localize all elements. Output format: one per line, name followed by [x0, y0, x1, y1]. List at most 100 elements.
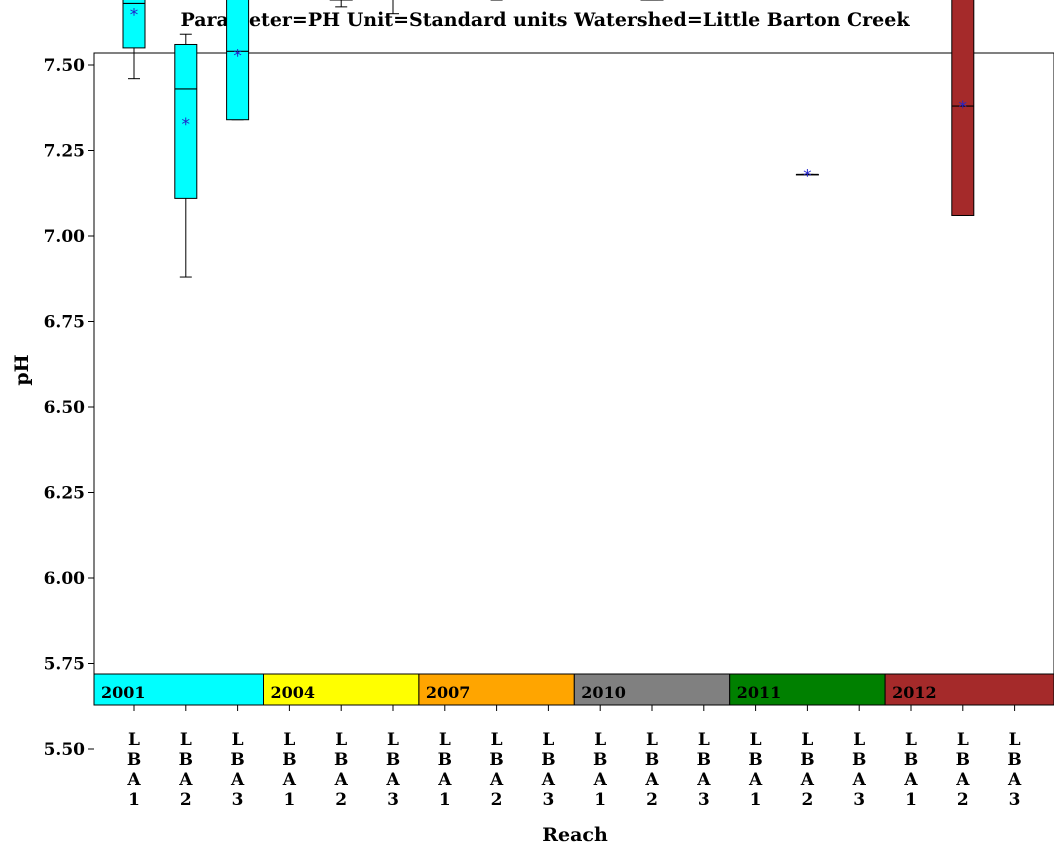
x-category-letter: L — [439, 730, 451, 750]
x-category-letter: B — [386, 750, 400, 770]
y-tick-label: 6.25 — [44, 484, 85, 504]
year-bands: 2001 2004 2007 2010 2011 2012 — [93, 673, 1054, 706]
x-category-letter: L — [594, 730, 606, 750]
x-category-letter: L — [491, 730, 503, 750]
y-axis: 5.505.756.006.256.506.757.007.257.507.75… — [44, 56, 94, 760]
x-category-letter: A — [178, 770, 193, 790]
x-category-letter: 2 — [801, 790, 813, 810]
mean-marker: * — [959, 98, 968, 118]
x-category-letter: 2 — [491, 790, 503, 810]
x-category-letter: L — [1009, 730, 1021, 750]
x-category-letter: A — [696, 770, 711, 790]
x-category-letter: 3 — [542, 790, 554, 810]
x-category-letter: 1 — [439, 790, 451, 810]
x-category-letter: 3 — [1009, 790, 1021, 810]
year-band-2010 — [573, 673, 731, 706]
x-category-letter: B — [230, 750, 244, 770]
x-category-letter: L — [750, 730, 762, 750]
box-2001-lba3: * — [226, 0, 250, 121]
x-category-letter: B — [334, 750, 348, 770]
year-band-label: 2010 — [581, 683, 626, 702]
plot-frame — [93, 52, 1054, 706]
x-category-letter: A — [541, 770, 556, 790]
x-category-letter: A — [800, 770, 815, 790]
x-category-letter: B — [852, 750, 866, 770]
x-category-letter: L — [283, 730, 295, 750]
year-band-2012 — [884, 673, 1054, 706]
x-category-letter: L — [387, 730, 399, 750]
iqr-box — [226, 0, 250, 121]
x-category-letter: A — [644, 770, 659, 790]
x-category-letter: L — [801, 730, 813, 750]
y-tick-label: 6.50 — [44, 398, 86, 418]
x-category-letter: B — [179, 750, 193, 770]
x-category-letter: 3 — [387, 790, 399, 810]
mean-marker: * — [337, 0, 346, 2]
x-category-letter: 2 — [957, 790, 969, 810]
x-axis-categories: LBA1LBA2LBA3LBA1LBA2LBA3LBA1LBA2LBA3LBA1… — [126, 705, 1022, 810]
x-category-letter: B — [748, 750, 762, 770]
y-axis-label: pH — [11, 354, 33, 385]
x-category-letter: A — [437, 770, 452, 790]
x-category-letter: B — [1007, 750, 1021, 770]
x-category-letter: B — [697, 750, 711, 770]
box-2001-lba1: * — [122, 0, 146, 80]
box-2004-lba2: * — [329, 0, 353, 8]
x-category-letter: L — [698, 730, 710, 750]
x-category-letter: 3 — [853, 790, 865, 810]
y-tick-label: 5.75 — [44, 655, 85, 675]
x-category-letter: L — [335, 730, 347, 750]
x-category-letter: 1 — [750, 790, 762, 810]
x-category-letter: A — [748, 770, 763, 790]
box-2001-lba2: * — [174, 33, 198, 278]
x-category-letter: 2 — [180, 790, 192, 810]
x-category-letter: 1 — [594, 790, 606, 810]
year-band-label: 2012 — [892, 683, 937, 702]
year-band-label: 2004 — [271, 683, 316, 702]
box-series: ****************** — [122, 0, 975, 278]
x-category-letter: A — [385, 770, 400, 790]
x-category-letter: A — [282, 770, 297, 790]
y-tick-label: 6.00 — [44, 569, 86, 589]
year-band-label: 2011 — [737, 683, 782, 702]
x-category-letter: A — [955, 770, 970, 790]
x-category-letter: 3 — [232, 790, 244, 810]
x-axis-label: Reach — [542, 824, 608, 846]
x-category-letter: B — [282, 750, 296, 770]
box-2012-lba2: * — [951, 0, 975, 216]
x-category-letter: L — [542, 730, 554, 750]
x-category-letter: 3 — [698, 790, 710, 810]
x-category-letter: L — [180, 730, 192, 750]
x-category-letter: L — [232, 730, 244, 750]
x-category-letter: B — [438, 750, 452, 770]
x-category-letter: A — [334, 770, 349, 790]
x-category-letter: A — [126, 770, 141, 790]
x-category-letter: B — [541, 750, 555, 770]
x-category-letter: B — [489, 750, 503, 770]
x-category-letter: A — [1007, 770, 1022, 790]
x-category-letter: B — [956, 750, 970, 770]
x-category-letter: L — [957, 730, 969, 750]
y-tick-label: 7.50 — [44, 56, 86, 76]
mean-marker: * — [130, 6, 139, 26]
y-tick-label: 6.75 — [44, 313, 85, 333]
mean-marker: * — [182, 115, 191, 135]
x-category-letter: B — [127, 750, 141, 770]
